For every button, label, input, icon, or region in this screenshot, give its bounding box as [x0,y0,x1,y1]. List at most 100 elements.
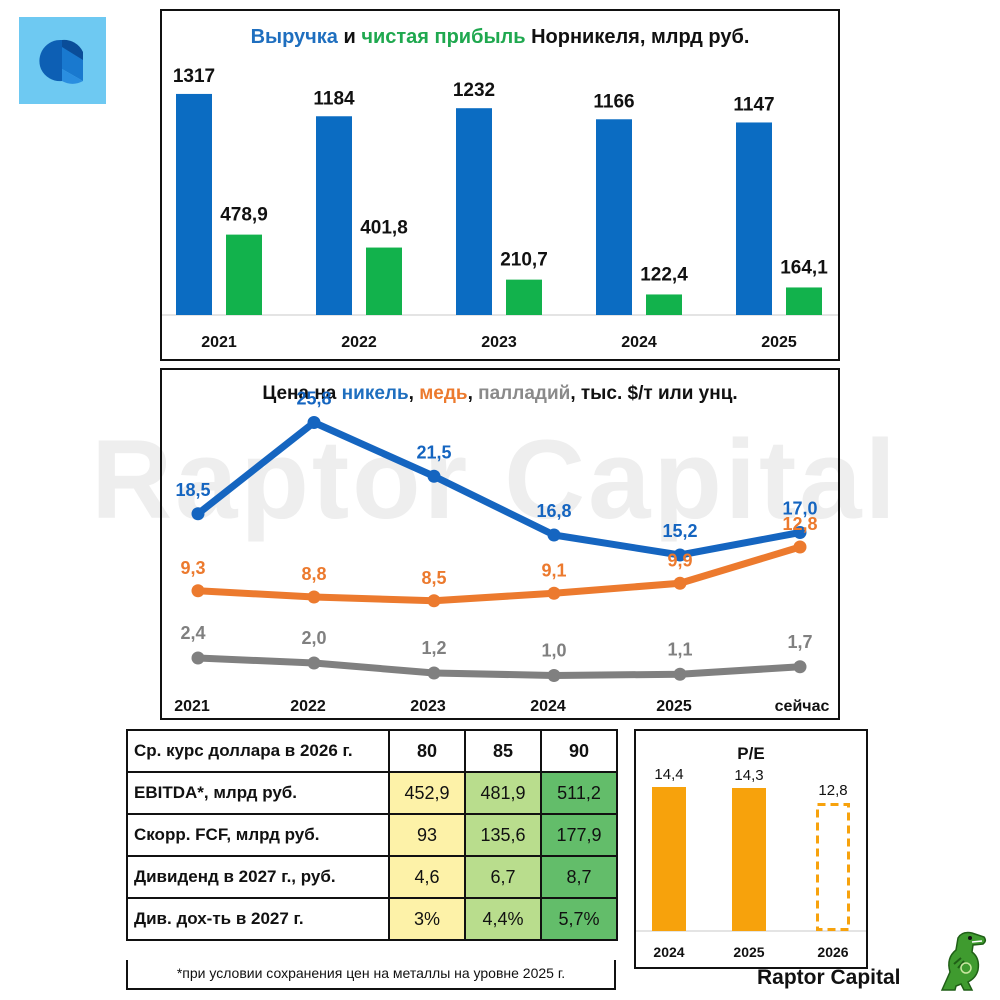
table-cell: 481,9 [464,771,542,815]
revenue-data-label: 1232 [453,80,495,101]
table-cell: 4,4% [464,897,542,941]
profit-bar [786,287,822,315]
row-label: Скорр. FCF, млрд руб. [126,813,390,857]
x-tick-label: сейчас [775,698,830,715]
scenario-table: Ср. курс доллара в 2026 г. 80 85 90 EBIT… [126,729,618,941]
x-tick-label: 2023 [481,334,517,351]
palladium-point [191,651,205,665]
chart-title: P/E [737,744,764,763]
palladium-data-label: 1,7 [787,632,812,652]
revenue-bar [456,108,492,315]
copper-data-label: 8,5 [421,568,446,588]
chart-title: Выручка и чистая прибыль Норникеля, млрд… [251,26,750,48]
revenue-profit-chart: Выручка и чистая прибыль Норникеля, млрд… [160,9,840,361]
profit-bar [646,294,682,315]
nickel-point [191,507,205,521]
nickel-point [673,548,687,562]
nickel-data-label: 21,5 [416,442,451,462]
x-tick-label: 2025 [733,944,764,960]
profit-data-label: 164,1 [780,257,828,278]
x-tick-label: 2024 [621,334,657,351]
table-cell: 135,6 [464,813,542,857]
nickel-point [427,469,441,483]
profit-bar [506,279,542,315]
table-row: Скорр. FCF, млрд руб. 93 135,6 177,9 [126,813,618,857]
row-label: Дивиденд в 2027 г., руб. [126,855,390,899]
x-tick-label: 2025 [656,698,692,715]
table-header-row: Ср. курс доллара в 2026 г. 80 85 90 [126,729,618,773]
profit-data-label: 210,7 [500,250,548,271]
profit-data-label: 122,4 [640,264,688,285]
header-value: 85 [464,729,542,773]
copper-data-label: 9,3 [180,558,205,578]
palladium-data-label: 2,0 [301,628,326,648]
copper-data-label: 12,8 [782,514,817,534]
palladium-data-label: 1,0 [541,641,566,661]
nickel-data-label: 16,8 [536,501,571,521]
table-cell: 452,9 [388,771,466,815]
revenue-data-label: 1184 [313,88,355,109]
x-tick-label: 2023 [410,698,446,715]
dinosaur-mascot-icon [928,928,990,993]
x-tick-label: 2022 [290,698,326,715]
x-tick-label: 2022 [341,334,377,351]
x-tick-label: 2021 [201,334,237,351]
profit-data-label: 478,9 [220,205,268,226]
watermark: Raptor Capital [91,417,899,542]
copper-line [194,543,804,605]
x-tick-label: 2021 [174,698,210,715]
pe-chart: P/E 14,4 2024 14,3 2025 12,8 2026 [634,729,868,969]
pe-bar-forecast [816,803,850,931]
revenue-data-label: 1166 [593,91,634,112]
copper-point [427,594,441,608]
nickel-data-label: 18,5 [175,480,210,500]
header-value: 80 [388,729,466,773]
x-tick-label: 2026 [817,944,848,960]
table-cell: 6,7 [464,855,542,899]
nickel-point [547,528,561,542]
copper-data-label: 9,9 [667,550,692,570]
row-label: EBITDA*, млрд руб. [126,771,390,815]
header-label: Ср. курс доллара в 2026 г. [126,729,390,773]
nickel-data-label: 17,0 [782,499,817,519]
nickel-data-label: 25,8 [296,389,331,409]
pe-bar [652,787,686,931]
table-row: EBITDA*, млрд руб. 452,9 481,9 511,2 [126,771,618,815]
row-label: Див. дох-ть в 2027 г. [126,897,390,941]
copper-point [307,590,321,604]
copper-point [793,540,807,554]
palladium-data-label: 2,4 [180,623,205,643]
x-tick-label: 2024 [653,944,684,960]
revenue-bar [176,93,212,315]
nickel-point [793,526,807,539]
revenue-data-label: 1317 [173,66,215,87]
palladium-data-label: 1,2 [421,638,446,658]
palladium-point [793,660,807,674]
palladium-point [673,667,687,681]
revenue-bar [316,116,352,315]
palladium-line [194,654,804,679]
metal-price-chart: Цена на никель, медь, палладий, тыс. $/т… [160,368,840,720]
profit-bar [226,234,262,315]
pe-bar [732,788,766,931]
palladium-data-label: 1,1 [667,639,692,659]
table-row: Див. дох-ть в 2027 г. 3% 4,4% 5,7% [126,897,618,941]
footnote: *при условии сохранения цен на металлы н… [126,960,616,990]
brand-name: Raptor Capital [757,966,901,989]
table-cell: 177,9 [540,813,618,857]
table-cell: 8,7 [540,855,618,899]
revenue-bar [596,119,632,316]
table-row: Дивиденд в 2027 г., руб. 4,6 6,7 8,7 [126,855,618,899]
table-cell: 511,2 [540,771,618,815]
palladium-point [427,666,441,680]
table-cell: 3% [388,897,466,941]
nickel-data-label: 15,2 [662,521,697,541]
profit-data-label: 401,8 [360,218,408,239]
chart-title: Цена на никель, медь, палладий, тыс. $/т… [262,383,737,404]
nickel-point [307,416,321,429]
profit-bar [366,247,402,315]
pe-data-label: 12,8 [818,782,847,799]
copper-data-label: 9,1 [541,560,566,580]
revenue-bar [736,122,772,315]
copper-point [673,576,687,590]
